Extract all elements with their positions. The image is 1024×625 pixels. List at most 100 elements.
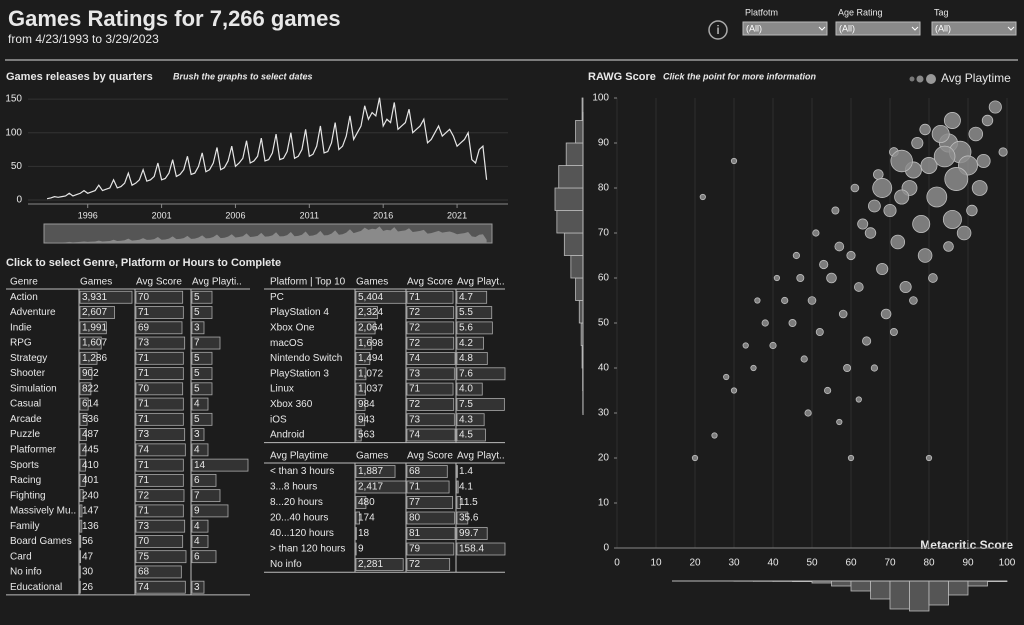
game-point[interactable] — [933, 145, 956, 168]
game-point[interactable] — [956, 225, 972, 241]
cell-bar[interactable] — [456, 352, 488, 365]
cell-bar[interactable] — [406, 397, 455, 411]
game-point[interactable] — [754, 297, 761, 304]
row-label[interactable]: Puzzle — [10, 429, 40, 440]
cell-bar[interactable] — [355, 413, 366, 427]
cell-bar[interactable] — [191, 351, 213, 365]
y-histogram-bar[interactable] — [565, 142, 584, 166]
cell-bar[interactable] — [79, 458, 86, 472]
cell-bar[interactable] — [191, 367, 213, 380]
cell-bar[interactable] — [406, 511, 455, 525]
cell-bar[interactable] — [135, 336, 186, 350]
cell-bar[interactable] — [406, 542, 455, 556]
row-label[interactable]: Racing — [10, 475, 41, 486]
row-label[interactable]: Indie — [10, 322, 32, 333]
cell-bar[interactable] — [135, 565, 182, 579]
row-label[interactable]: No info — [10, 567, 42, 578]
cell-bar[interactable] — [135, 306, 184, 319]
cell-bar[interactable] — [191, 473, 217, 487]
row-label[interactable]: Sports — [10, 460, 39, 471]
y-histogram-bar[interactable] — [570, 255, 584, 279]
game-point[interactable] — [926, 186, 948, 208]
game-point[interactable] — [711, 432, 718, 439]
row-label[interactable]: 40...120 hours — [270, 528, 334, 539]
row-label[interactable]: Arcade — [10, 414, 42, 425]
cell-bar[interactable] — [135, 397, 184, 411]
x-histogram-bar[interactable] — [870, 580, 891, 600]
cell-bar[interactable] — [456, 367, 506, 381]
game-point[interactable] — [899, 280, 912, 294]
game-point[interactable] — [890, 234, 906, 250]
game-point[interactable] — [857, 218, 869, 230]
row-label[interactable]: iOS — [270, 414, 287, 425]
cell-bar[interactable] — [79, 504, 83, 518]
cell-bar[interactable] — [456, 428, 486, 442]
cell-bar[interactable] — [191, 336, 221, 350]
game-point[interactable] — [998, 147, 1008, 157]
cell-bar[interactable] — [456, 542, 506, 556]
game-point[interactable] — [873, 169, 884, 180]
game-point[interactable] — [943, 112, 961, 129]
cell-bar[interactable] — [355, 321, 376, 335]
game-point[interactable] — [928, 273, 938, 283]
row-label[interactable]: Xbox One — [270, 323, 315, 334]
game-point[interactable] — [966, 204, 978, 217]
row-label[interactable]: Card — [10, 551, 32, 562]
game-point[interactable] — [976, 154, 991, 168]
cell-bar[interactable] — [135, 443, 186, 457]
cell-bar[interactable] — [456, 527, 488, 540]
cell-bar[interactable] — [406, 306, 455, 320]
cell-bar[interactable] — [456, 306, 493, 320]
cell-bar[interactable] — [191, 535, 209, 548]
row-label[interactable]: Nintendo Switch — [270, 353, 342, 364]
row-label[interactable]: Adventure — [10, 307, 56, 318]
cell-bar[interactable] — [406, 367, 455, 381]
cell-bar[interactable] — [355, 336, 373, 350]
game-point[interactable] — [826, 272, 837, 284]
game-point[interactable] — [944, 167, 969, 191]
row-label[interactable]: > than 120 hours — [270, 544, 345, 555]
cell-bar[interactable] — [135, 290, 184, 304]
cell-bar[interactable] — [191, 489, 221, 503]
game-point[interactable] — [781, 296, 789, 305]
x-histogram-bar[interactable] — [928, 580, 949, 606]
cell-bar[interactable] — [79, 367, 93, 380]
x-histogram-bar[interactable] — [831, 580, 852, 587]
game-point[interactable] — [942, 210, 962, 229]
game-point[interactable] — [750, 364, 757, 372]
x-histogram-bar[interactable] — [948, 580, 969, 596]
game-point[interactable] — [800, 355, 808, 363]
game-point[interactable] — [968, 126, 984, 142]
game-point[interactable] — [894, 189, 910, 205]
cell-bar[interactable] — [79, 489, 84, 503]
cell-bar[interactable] — [456, 397, 505, 411]
row-label[interactable]: PlayStation 3 — [270, 368, 329, 379]
row-label[interactable]: RPG — [10, 338, 32, 349]
game-point[interactable] — [868, 199, 881, 213]
game-point[interactable] — [723, 373, 730, 381]
game-point[interactable] — [850, 183, 860, 193]
cell-bar[interactable] — [456, 382, 483, 396]
cell-bar[interactable] — [355, 306, 378, 320]
cell-bar[interactable] — [79, 382, 92, 396]
cell-bar[interactable] — [191, 458, 249, 472]
cell-bar[interactable] — [191, 428, 205, 442]
game-point[interactable] — [864, 227, 877, 239]
cell-bar[interactable] — [406, 290, 454, 304]
row-label[interactable]: Xbox 360 — [270, 399, 313, 410]
cell-bar[interactable] — [355, 382, 366, 396]
cell-bar[interactable] — [135, 489, 185, 503]
game-point[interactable] — [836, 418, 843, 426]
cell-bar[interactable] — [406, 480, 450, 494]
row-label[interactable]: Simulation — [10, 383, 57, 394]
row-label[interactable]: Casual — [10, 399, 41, 410]
game-point[interactable] — [730, 387, 738, 394]
cell-bar[interactable] — [355, 367, 367, 381]
cell-bar[interactable] — [79, 397, 89, 411]
cell-bar[interactable] — [191, 382, 213, 396]
cell-bar[interactable] — [191, 580, 205, 594]
x-histogram-bar[interactable] — [889, 580, 910, 610]
cell-bar[interactable] — [135, 412, 184, 426]
row-label[interactable]: Massively Mu.. — [10, 506, 76, 517]
row-label[interactable]: Platformer — [10, 445, 57, 456]
